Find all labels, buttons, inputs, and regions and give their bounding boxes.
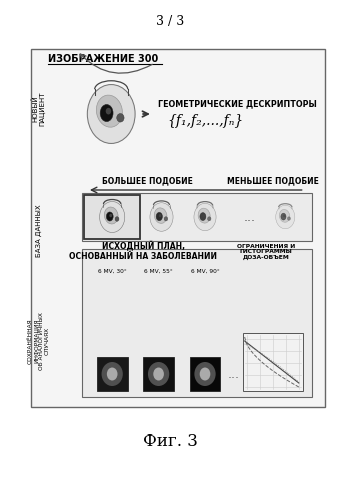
Ellipse shape [164,217,168,221]
Text: НОВЫЙ
ПАЦИЕНТ: НОВЫЙ ПАЦИЕНТ [32,92,46,126]
Ellipse shape [287,217,291,220]
Ellipse shape [153,367,164,381]
Ellipse shape [107,367,118,381]
Ellipse shape [203,214,205,217]
Text: ГЕОМЕТРИЧЕСКИЕ ДЕСКРИПТОРЫ: ГЕОМЕТРИЧЕСКИЕ ДЕСКРИПТОРЫ [158,99,317,108]
FancyBboxPatch shape [82,193,312,241]
FancyBboxPatch shape [97,357,128,391]
Ellipse shape [154,208,167,224]
Text: БАЗА ДАННЫХ: БАЗА ДАННЫХ [36,205,42,257]
FancyBboxPatch shape [243,333,303,391]
FancyBboxPatch shape [190,357,221,391]
Ellipse shape [150,203,173,231]
FancyBboxPatch shape [84,195,140,239]
Ellipse shape [283,215,285,217]
Ellipse shape [276,205,295,229]
Ellipse shape [109,214,112,217]
Ellipse shape [104,207,118,224]
Ellipse shape [281,213,286,220]
Text: 6 MV, 90°: 6 MV, 90° [191,268,220,273]
Ellipse shape [100,202,125,233]
Ellipse shape [156,213,162,221]
Text: {f₁,f₂,...,fₙ}: {f₁,f₂,...,fₙ} [167,114,244,128]
Text: 3 / 3: 3 / 3 [156,14,184,27]
Text: ИЗОБРАЖЕНИЕ 300: ИЗОБРАЖЕНИЕ 300 [48,54,158,64]
Ellipse shape [87,84,135,143]
Text: 6 MV, 30°: 6 MV, 30° [98,268,127,273]
Text: ОГРАНИЧЕНИЯ И
ГИСТОГРАММЫ
ДОЗА-ОБЪЕМ: ОГРАНИЧЕНИЯ И ГИСТОГРАММЫ ДОЗА-ОБЪЕМ [237,244,295,260]
FancyBboxPatch shape [82,249,312,397]
Ellipse shape [106,212,113,221]
FancyBboxPatch shape [143,357,174,391]
Ellipse shape [198,208,210,223]
Text: ИСХОДНЫЙ ПЛАН,
ОСНОВАННЫЙ НА ЗАБОЛЕВАНИИ: ИСХОДНЫЙ ПЛАН, ОСНОВАННЫЙ НА ЗАБОЛЕВАНИИ [69,241,217,261]
Ellipse shape [195,362,216,386]
Ellipse shape [279,210,290,222]
Text: МЕНЬШЕЕ ПОДОБИЕ: МЕНЬШЕЕ ПОДОБИЕ [227,177,319,186]
Ellipse shape [200,367,210,381]
Ellipse shape [96,95,122,127]
Text: БОЛЬШЕЕ ПОДОБИЕ: БОЛЬШЕЕ ПОДОБИЕ [102,177,192,186]
Text: 6 MV, 55°: 6 MV, 55° [144,268,173,273]
Ellipse shape [208,217,211,221]
Ellipse shape [159,214,162,217]
Ellipse shape [100,104,113,122]
Ellipse shape [106,108,111,114]
Ellipse shape [115,217,119,221]
Text: СОХРАНЁННАЯ
ИНФОРМАЦИЯ
ОБ АНАЛОГИЧНЫХ
СЛУЧАЯХ: СОХРАНЁННАЯ ИНФОРМАЦИЯ ОБ АНАЛОГИЧНЫХ СЛ… [28,312,50,370]
Ellipse shape [102,362,123,386]
Ellipse shape [194,204,216,231]
Ellipse shape [200,213,206,221]
Ellipse shape [148,362,169,386]
FancyBboxPatch shape [31,49,325,407]
Text: Фиг. 3: Фиг. 3 [143,433,198,450]
Text: ...: ... [244,211,256,224]
Text: ...: ... [228,367,240,381]
Ellipse shape [117,114,124,122]
